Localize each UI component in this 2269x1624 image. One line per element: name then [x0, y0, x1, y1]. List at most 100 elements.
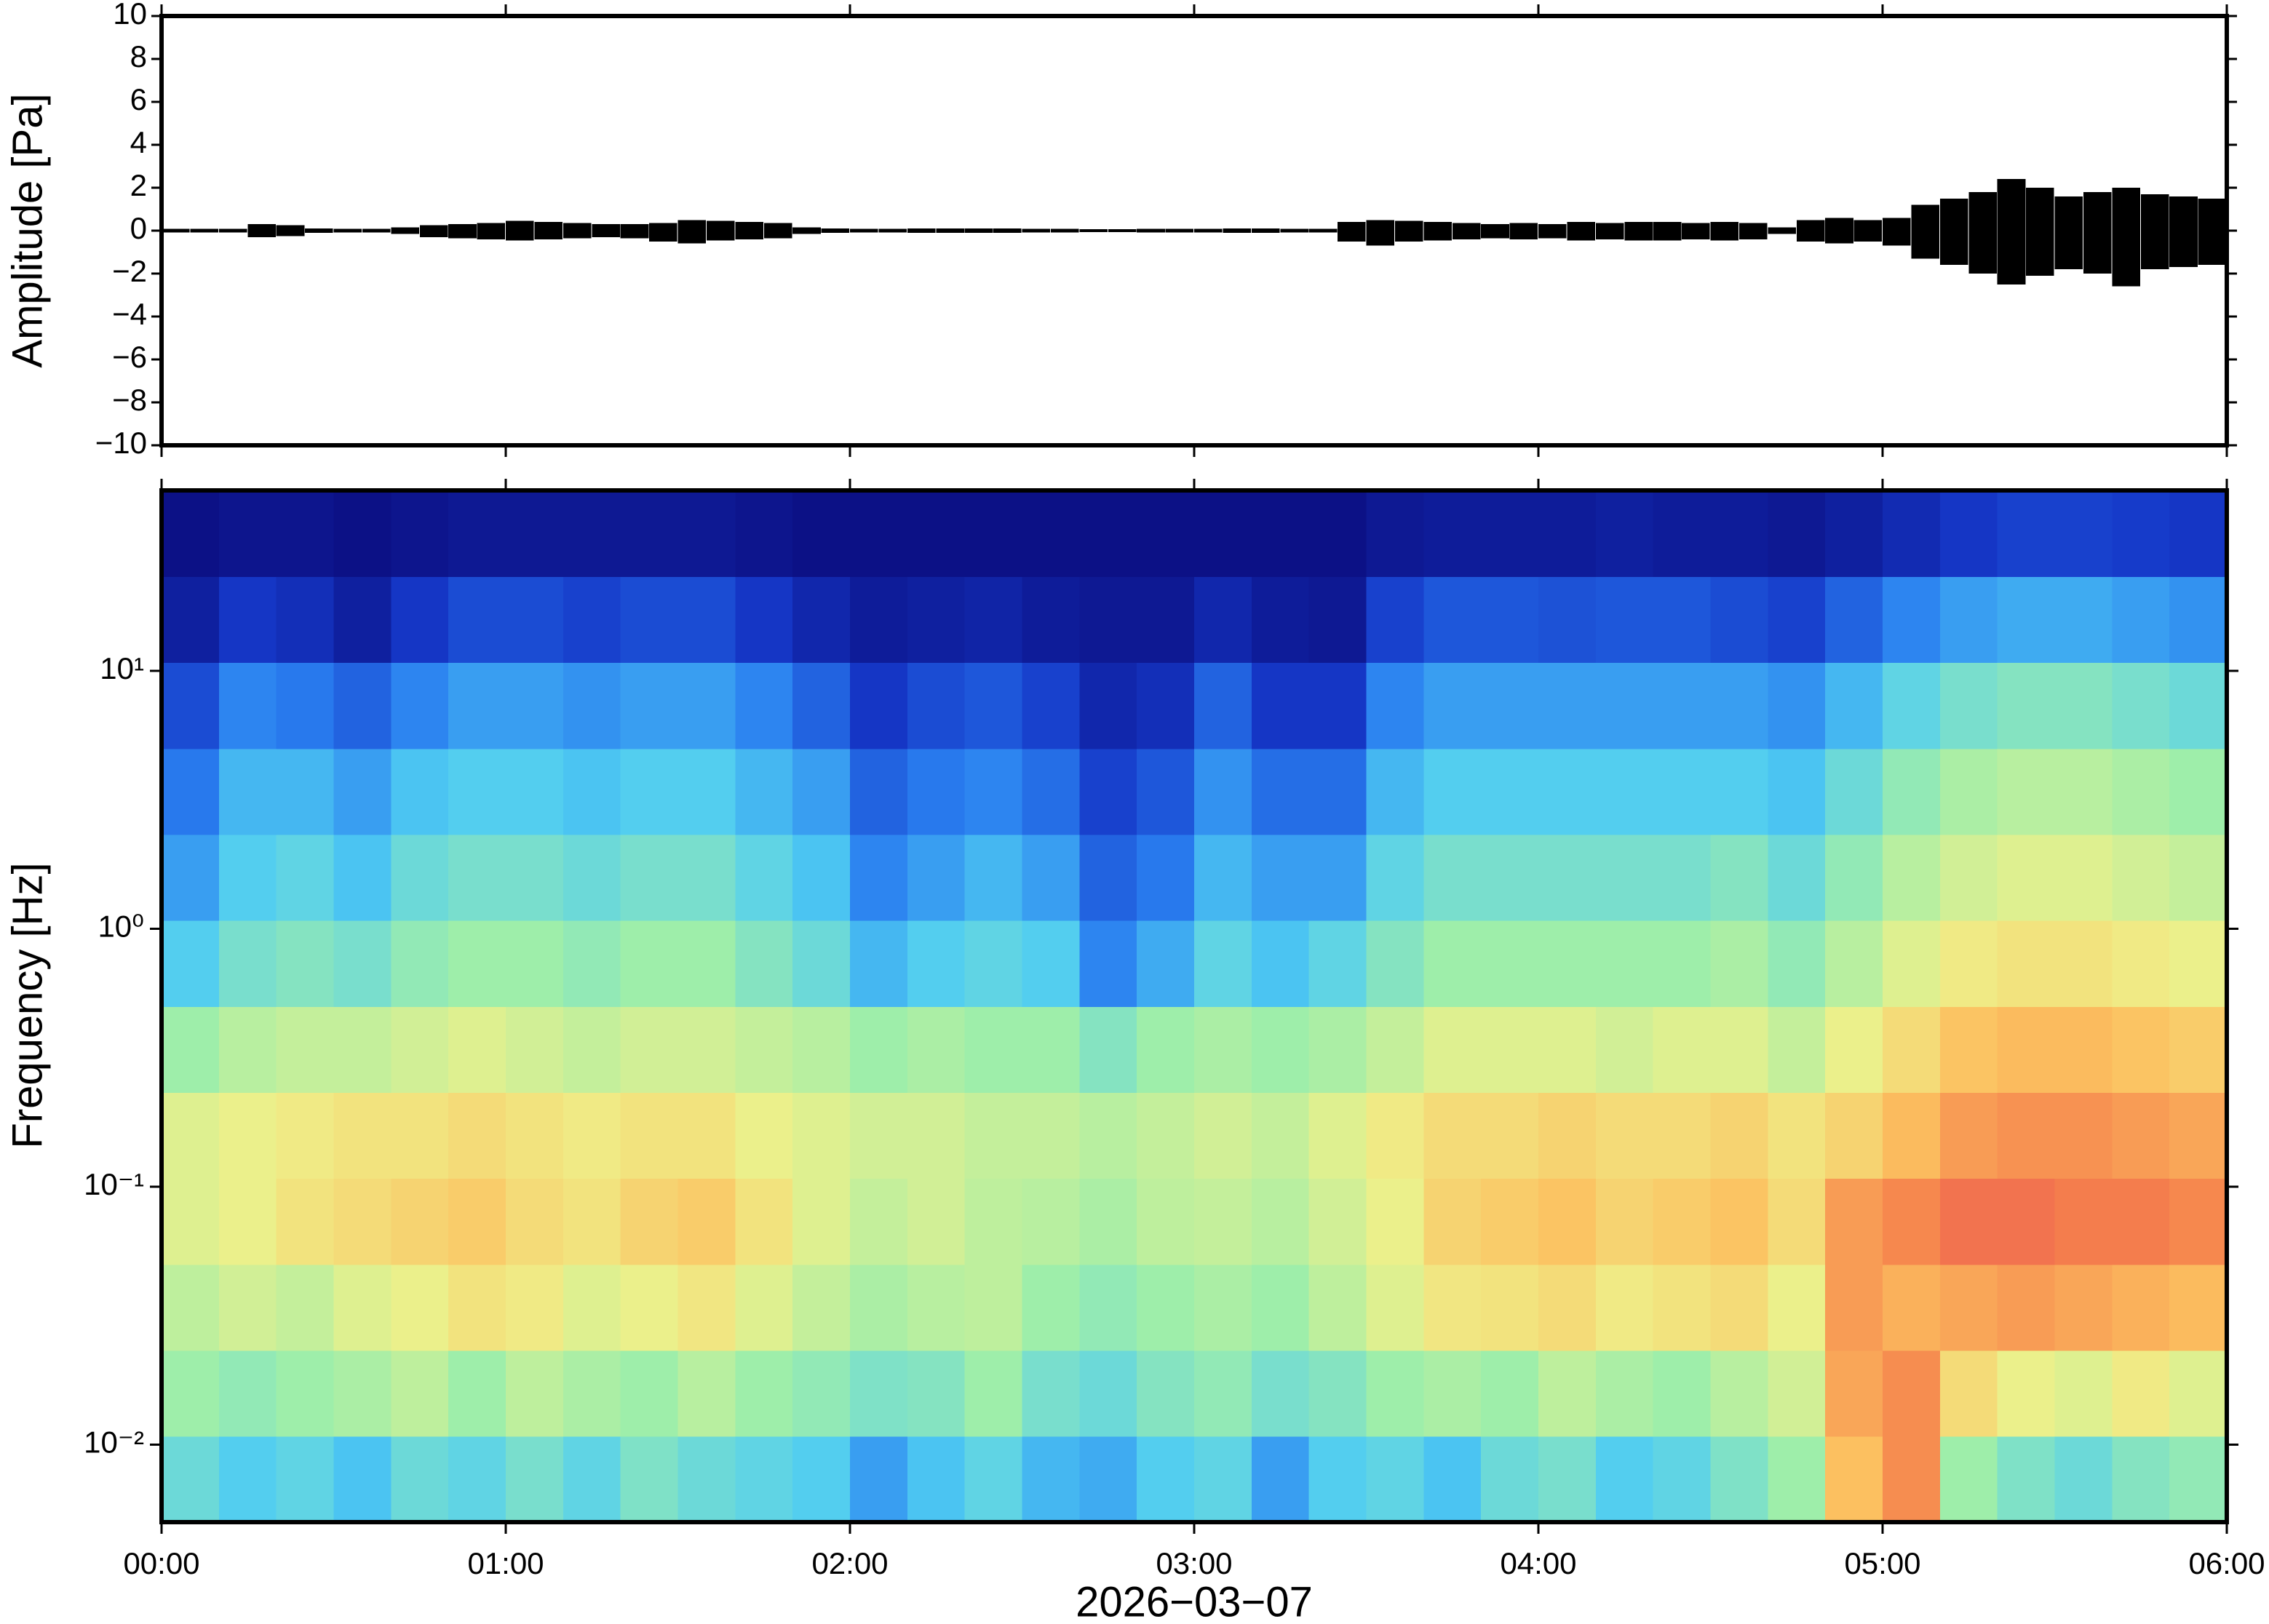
- y-tick-label: 0: [130, 211, 147, 245]
- spectrogram-cell: [391, 1264, 450, 1351]
- spectrogram-cell: [1710, 490, 1769, 578]
- spectrogram-cell: [1481, 1092, 1539, 1179]
- spectrogram-cell: [792, 1006, 851, 1094]
- spectrogram-cell: [333, 1006, 392, 1094]
- spectrogram-cell: [2169, 920, 2228, 1007]
- spectrogram-cell: [2112, 490, 2171, 578]
- spectrogram-cell: [333, 1350, 392, 1437]
- spectrogram-cell: [1997, 1350, 2056, 1437]
- spectrogram-cell: [964, 1436, 1023, 1523]
- spectrogram-cell: [333, 490, 392, 578]
- waveform-envelope: [1452, 223, 1481, 239]
- spectrogram-cell: [1366, 661, 1425, 749]
- spectrogram-cell: [1137, 661, 1195, 749]
- spectrogram-cell: [1710, 661, 1769, 749]
- spectrogram-cell: [2112, 576, 2171, 663]
- spectrogram-cell: [1825, 920, 1883, 1007]
- spectrogram-cell: [1194, 1350, 1252, 1437]
- waveform-envelope: [1022, 228, 1051, 233]
- spectrogram-cell: [620, 661, 679, 749]
- spectrogram-cell: [1022, 1436, 1081, 1523]
- spectrogram-cell: [1710, 1177, 1769, 1265]
- spectrogram-cell: [1710, 1264, 1769, 1351]
- spectrogram-cell: [1079, 661, 1138, 749]
- waveform-envelope: [1308, 228, 1338, 233]
- spectrogram-cell: [1883, 1092, 1941, 1179]
- spectrogram-cell: [1883, 576, 1941, 663]
- x-tick-label: 03:00: [1156, 1546, 1232, 1580]
- spectrogram-cell: [448, 748, 506, 835]
- spectrogram-cell: [1481, 920, 1539, 1007]
- spectrogram-cell: [1939, 661, 1998, 749]
- spectrogram-cell: [391, 834, 450, 921]
- spectrogram-cell: [1137, 1436, 1195, 1523]
- spectrogram-cell: [1653, 1264, 1712, 1351]
- spectrogram-cell: [2054, 1092, 2113, 1179]
- waveform-envelope: [2112, 188, 2140, 287]
- waveform-envelope: [763, 223, 792, 239]
- spectrogram-cell: [2169, 1264, 2228, 1351]
- spectrogram-cell: [448, 1350, 506, 1437]
- spectrogram-cell: [1366, 1092, 1425, 1179]
- y-tick-label: 10⁻²: [84, 1425, 144, 1459]
- spectrogram-cell: [2169, 1436, 2228, 1523]
- spectrogram-cell: [1481, 661, 1539, 749]
- spectrogram-cell: [1022, 1177, 1081, 1265]
- spectrogram-cell: [850, 1350, 908, 1437]
- spectrogram-cell: [1137, 748, 1195, 835]
- spectrogram-cell: [218, 1177, 277, 1265]
- spectrogram-cell: [391, 1092, 450, 1179]
- spectrogram-cell: [1997, 1436, 2056, 1523]
- y-tick-label: −6: [112, 340, 147, 374]
- spectrogram-cell: [506, 1092, 564, 1179]
- spectrogram-cell: [1653, 748, 1712, 835]
- waveform-envelope: [1509, 223, 1538, 239]
- spectrogram-cell: [1768, 1436, 1827, 1523]
- spectrogram-cell: [1194, 834, 1252, 921]
- spectrogram-cell: [1079, 1177, 1138, 1265]
- spectrogram-cell: [620, 490, 679, 578]
- waveform-envelope: [2140, 194, 2169, 270]
- spectrogram-cell: [1022, 748, 1081, 835]
- spectrogram-cell: [1538, 490, 1597, 578]
- spectrogram-cell: [1308, 1092, 1367, 1179]
- spectrogram-cell: [1997, 1092, 2056, 1179]
- spectrogram-cell: [620, 920, 679, 1007]
- spectrogram-cell: [677, 576, 736, 663]
- spectrogram-cell: [1251, 1264, 1310, 1351]
- spectrogram-cell: [1079, 1006, 1138, 1094]
- spectrogram-cell: [792, 576, 851, 663]
- waveform-envelope: [821, 228, 850, 233]
- spectrogram-cell: [1653, 661, 1712, 749]
- spectrogram-cell: [563, 1350, 621, 1437]
- spectrogram-cell: [448, 1006, 506, 1094]
- spectrogram-cell: [162, 920, 220, 1007]
- spectrogram-cell: [333, 1436, 392, 1523]
- waveform-envelope: [1165, 228, 1194, 233]
- waveform-envelope: [1624, 222, 1653, 241]
- spectrogram-cell: [276, 661, 335, 749]
- waveform-envelope: [2054, 196, 2083, 270]
- spectrogram-cell: [620, 576, 679, 663]
- waveform-envelope: [1796, 220, 1825, 242]
- spectrogram-cell: [1939, 1350, 1998, 1437]
- spectrogram-cell: [907, 920, 966, 1007]
- spectrogram-cell: [276, 748, 335, 835]
- spectrogram-cell: [1022, 1006, 1081, 1094]
- spectrogram-cell: [1194, 1177, 1252, 1265]
- spectrogram-cell: [563, 1177, 621, 1265]
- waveform-envelope: [477, 223, 506, 239]
- waveform-envelope: [1079, 229, 1108, 232]
- waveform-envelope: [936, 228, 964, 233]
- waveform-envelope: [1825, 218, 1853, 244]
- spectrogram-cell: [162, 1436, 220, 1523]
- spectrogram-cell: [1939, 1092, 1998, 1179]
- spectrogram-cell: [1538, 1092, 1597, 1179]
- spectrogram-cell: [1939, 834, 1998, 921]
- spectrogram-cell: [506, 920, 564, 1007]
- spectrogram-cell: [677, 1436, 736, 1523]
- spectrogram-cell: [964, 661, 1023, 749]
- waveform-envelope: [649, 223, 677, 242]
- x-tick-label: 04:00: [1500, 1546, 1576, 1580]
- spectrogram-cell: [1939, 1006, 1998, 1094]
